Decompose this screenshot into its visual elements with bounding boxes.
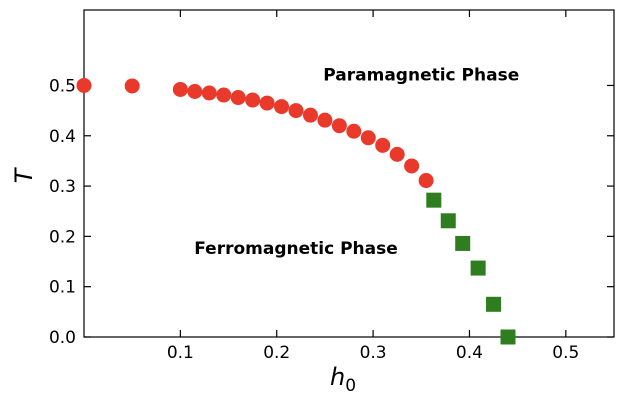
data-markers	[76, 77, 516, 345]
x-tick-label: 0.5	[552, 343, 579, 363]
data-point-circle	[245, 92, 261, 108]
data-point-circle	[404, 158, 420, 174]
data-point-square	[440, 213, 456, 229]
data-point-circle	[288, 103, 304, 119]
y-tick-label: 0.4	[49, 127, 76, 147]
data-point-circle	[187, 83, 203, 99]
phase-annotations: Paramagnetic Phase Ferromagnetic Phase	[194, 65, 519, 259]
data-point-circle	[172, 81, 188, 97]
data-point-circle	[274, 99, 290, 115]
plot-frame	[83, 9, 615, 338]
data-point-circle	[259, 95, 275, 111]
x-axis-label: h0	[330, 363, 356, 394]
data-point-circle	[360, 130, 376, 146]
data-point-circle	[230, 90, 246, 106]
data-point-circle	[216, 87, 232, 103]
data-point-circle	[346, 123, 362, 139]
axis-ticks	[84, 10, 614, 338]
annotation-label: Paramagnetic Phase	[323, 65, 519, 85]
x-tick-label: 0.3	[360, 343, 387, 363]
data-point-circle	[302, 107, 318, 123]
y-tick-label: 0.1	[49, 278, 76, 298]
data-point-square	[470, 260, 486, 276]
y-tick-label: 0.3	[49, 177, 76, 197]
y-axis-label: T	[10, 166, 38, 183]
data-point-square	[455, 235, 471, 251]
data-point-circle	[317, 112, 333, 128]
x-axis-label-main: h	[330, 363, 345, 391]
data-point-circle	[76, 77, 92, 93]
x-tick-label: 0.2	[263, 343, 290, 363]
data-point-square	[426, 192, 442, 208]
y-tick-label: 0.2	[49, 227, 76, 247]
x-tick-label: 0.4	[456, 343, 483, 363]
data-point-circle	[201, 85, 217, 101]
data-point-circle	[375, 137, 391, 153]
data-point-circle	[331, 118, 347, 134]
x-axis-label-subscript: 0	[345, 376, 356, 394]
data-point-circle	[124, 78, 140, 94]
data-point-circle	[418, 173, 434, 189]
x-tick-label: 0.1	[167, 343, 194, 363]
y-tick-label: 0.5	[49, 76, 76, 96]
data-point-circle	[389, 146, 405, 162]
annotation-label: Ferromagnetic Phase	[194, 239, 398, 259]
data-point-square	[486, 296, 502, 312]
axis-tick-labels: 0.1 0.2 0.3 0.4 0.5 0.0 0.1 0.2 0.3 0.4 0.5	[49, 76, 579, 363]
data-point-square	[500, 329, 516, 345]
y-tick-label: 0.0	[49, 328, 76, 348]
